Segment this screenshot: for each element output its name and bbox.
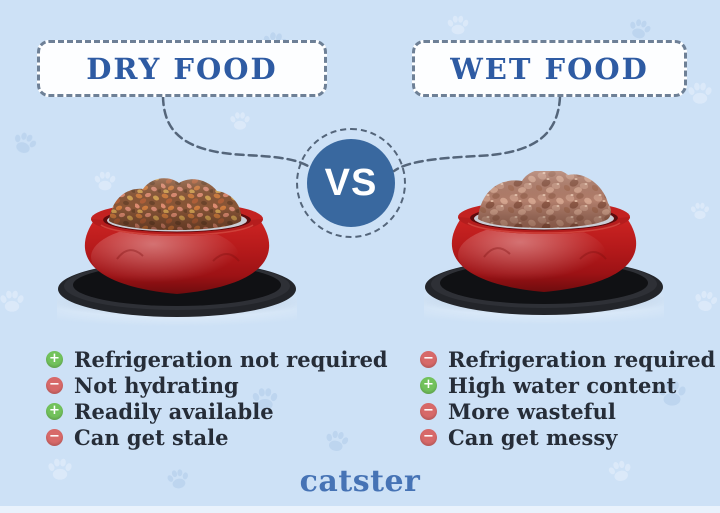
wet-food-title-box: WET FOOD: [412, 40, 687, 97]
wet-food-mound: [478, 171, 611, 228]
catster-logo: catster: [299, 464, 421, 499]
dry-food-title: DRY FOOD: [86, 51, 278, 86]
list-item: − Can get messy: [420, 425, 715, 450]
wet-food-title: WET FOOD: [450, 51, 649, 86]
plus-icon: +: [420, 377, 437, 394]
point-text: High water content: [448, 373, 677, 398]
dry-food-title-box: DRY FOOD: [37, 40, 327, 97]
vs-dashed-ring: VS: [296, 128, 406, 238]
vs-label: VS: [324, 161, 378, 204]
left-connector-line: [161, 95, 316, 172]
list-item: − Can get stale: [46, 425, 388, 450]
point-text: Refrigeration not required: [74, 347, 388, 372]
bottom-edge-strip: [0, 506, 720, 513]
bowl-rim-front: [91, 219, 263, 236]
point-text: Can get messy: [448, 425, 618, 450]
minus-icon: −: [420, 403, 437, 420]
point-text: Readily available: [74, 399, 274, 424]
dry-food-bowl-image: [57, 178, 297, 327]
point-text: Can get stale: [74, 425, 229, 450]
vs-badge: VS: [307, 139, 395, 227]
point-text: Refrigeration required: [448, 347, 716, 372]
minus-icon: −: [420, 429, 437, 446]
red-bowl-body: [84, 219, 270, 294]
dry-kibble-mound: [109, 178, 242, 230]
point-text: Not hydrating: [74, 373, 239, 398]
dry-food-points-list: + Refrigeration not required − Not hydra…: [46, 347, 388, 450]
wet-food-bowl-image: [424, 171, 664, 325]
plus-icon: +: [46, 351, 63, 368]
list-item: − Not hydrating: [46, 373, 388, 398]
plus-icon: +: [46, 403, 63, 420]
minus-icon: −: [46, 377, 63, 394]
list-item: − More wasteful: [420, 399, 715, 424]
red-bowl-body: [451, 217, 637, 292]
list-item: + Readily available: [46, 399, 388, 424]
right-connector-line: [392, 95, 562, 173]
list-item: + Refrigeration not required: [46, 347, 388, 372]
list-item: − Refrigeration required: [420, 347, 716, 372]
bowl-rim-front: [458, 217, 630, 234]
list-item: + High water content: [420, 373, 715, 398]
minus-icon: −: [46, 429, 63, 446]
point-text: More wasteful: [448, 399, 616, 424]
minus-icon: −: [420, 351, 437, 368]
wet-food-points-list: − Refrigeration required + High water co…: [420, 347, 716, 450]
